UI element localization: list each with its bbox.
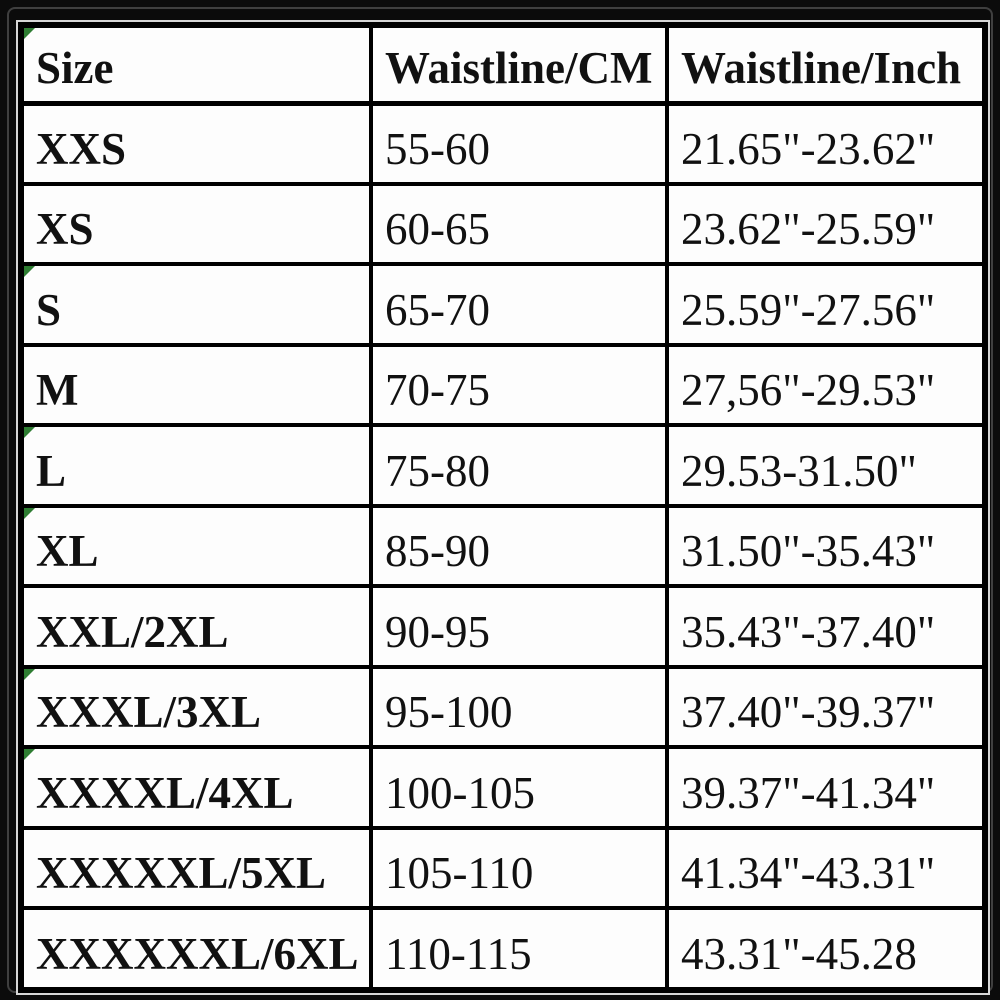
inch-value: 35.43"-37.40" bbox=[681, 606, 936, 657]
size-value: XL bbox=[36, 526, 99, 577]
cm-value: 65-70 bbox=[385, 284, 490, 335]
size-value: XXXXXL/5XL bbox=[36, 848, 327, 899]
size-cell: XS bbox=[20, 181, 373, 267]
cm-cell: 70-75 bbox=[369, 342, 669, 428]
inch-cell: 23.62"-25.59" bbox=[665, 181, 986, 267]
size-value: XXXXL/4XL bbox=[36, 767, 294, 818]
size-cell: XXL/2XL bbox=[20, 584, 373, 669]
table-row: S 65-70 25.59"-27.56" bbox=[20, 262, 986, 347]
error-flag-icon bbox=[26, 268, 35, 278]
size-value: XXXXXXL/6XL bbox=[36, 929, 359, 979]
cm-value: 60-65 bbox=[385, 204, 490, 255]
inch-value: 37.40"-39.37" bbox=[681, 687, 936, 738]
inch-cell: 37.40"-39.37" bbox=[665, 664, 986, 750]
inch-cell: 27,56"-29.53" bbox=[665, 342, 986, 428]
size-value: L bbox=[36, 445, 67, 496]
error-flag-icon bbox=[26, 509, 35, 519]
cm-value: 55-60 bbox=[385, 123, 490, 174]
size-chart-table: Size Waistline/CM Waistline/Inch XXS 55-… bbox=[20, 24, 986, 991]
error-flag-icon bbox=[26, 429, 35, 439]
cm-value: 85-90 bbox=[385, 526, 490, 577]
cm-value: 105-110 bbox=[385, 848, 534, 899]
size-value: XXXL/3XL bbox=[36, 687, 262, 738]
table-row: XXXXXXL/6XL 110-115 43.31"-45.28 bbox=[20, 906, 986, 991]
size-value: S bbox=[36, 284, 62, 335]
cm-value: 110-115 bbox=[385, 929, 532, 979]
table-row: XXL/2XL 90-95 35.43"-37.40" bbox=[20, 584, 986, 669]
size-cell: XXS bbox=[20, 101, 373, 186]
inch-value: 25.59"-27.56" bbox=[681, 284, 936, 335]
table-row: XXXXL/4XL 100-105 39.37"-41.34" bbox=[20, 745, 986, 830]
error-flag-icon bbox=[26, 751, 35, 761]
inch-value: 31.50"-35.43" bbox=[681, 526, 936, 577]
header-cm-label: Waistline/CM bbox=[385, 42, 653, 93]
cm-cell: 100-105 bbox=[369, 745, 669, 830]
size-value: XXS bbox=[36, 123, 127, 174]
table-row: L 75-80 29.53-31.50" bbox=[20, 423, 986, 508]
inch-value: 41.34"-43.31" bbox=[681, 848, 936, 899]
inch-value: 39.37"-41.34" bbox=[681, 767, 936, 818]
inch-cell: 31.50"-35.43" bbox=[665, 503, 986, 589]
size-table-body: XXS 55-60 21.65"-23.62" XS 60-65 23.62"-… bbox=[20, 101, 986, 991]
inch-value: 21.65"-23.62" bbox=[681, 123, 936, 174]
table-header: Size Waistline/CM Waistline/Inch bbox=[20, 24, 986, 106]
inch-cell: 21.65"-23.62" bbox=[665, 101, 986, 186]
size-cell: S bbox=[20, 262, 373, 347]
table-row: XS 60-65 23.62"-25.59" bbox=[20, 181, 986, 267]
inch-value: 43.31"-45.28 bbox=[681, 929, 917, 979]
cm-cell: 55-60 bbox=[369, 101, 669, 186]
cm-value: 95-100 bbox=[385, 687, 513, 738]
inch-value: 23.62"-25.59" bbox=[681, 204, 936, 255]
header-size-label: Size bbox=[36, 42, 114, 93]
error-flag-icon bbox=[26, 30, 35, 39]
inch-cell: 29.53-31.50" bbox=[665, 423, 986, 508]
table-row: M 70-75 27,56"-29.53" bbox=[20, 342, 986, 428]
size-cell: M bbox=[20, 342, 373, 428]
inch-cell: 25.59"-27.56" bbox=[665, 262, 986, 347]
cm-cell: 95-100 bbox=[369, 664, 669, 750]
cm-cell: 75-80 bbox=[369, 423, 669, 508]
size-value: XXL/2XL bbox=[36, 606, 229, 657]
inch-value: 27,56"-29.53" bbox=[681, 365, 936, 416]
header-waistline-cm: Waistline/CM bbox=[369, 24, 669, 106]
cm-value: 100-105 bbox=[385, 767, 535, 818]
table-row: XL 85-90 31.50"-35.43" bbox=[20, 503, 986, 589]
cm-value: 90-95 bbox=[385, 606, 490, 657]
size-cell: L bbox=[20, 423, 373, 508]
cm-cell: 85-90 bbox=[369, 503, 669, 589]
size-value: M bbox=[36, 365, 79, 416]
header-inch-label: Waistline/Inch bbox=[681, 42, 962, 93]
size-cell: XXXXXL/5XL bbox=[20, 825, 373, 911]
size-value: XS bbox=[36, 204, 94, 255]
header-row: Size Waistline/CM Waistline/Inch bbox=[20, 24, 986, 106]
cm-cell: 90-95 bbox=[369, 584, 669, 669]
header-size: Size bbox=[20, 24, 373, 106]
table-row: XXS 55-60 21.65"-23.62" bbox=[20, 101, 986, 186]
inch-cell: 43.31"-45.28 bbox=[665, 906, 986, 991]
table-row: XXXXXL/5XL 105-110 41.34"-43.31" bbox=[20, 825, 986, 911]
error-flag-icon bbox=[26, 670, 35, 680]
header-waistline-inch: Waistline/Inch bbox=[665, 24, 986, 106]
cm-cell: 110-115 bbox=[369, 906, 669, 991]
cm-cell: 65-70 bbox=[369, 262, 669, 347]
size-chart-table-frame: Size Waistline/CM Waistline/Inch XXS 55-… bbox=[18, 22, 988, 993]
size-cell: XXXXL/4XL bbox=[20, 745, 373, 830]
size-cell: XXXXXXL/6XL bbox=[20, 906, 373, 991]
cm-cell: 105-110 bbox=[369, 825, 669, 911]
inch-value: 29.53-31.50" bbox=[681, 445, 917, 496]
size-cell: XL bbox=[20, 503, 373, 589]
inch-cell: 35.43"-37.40" bbox=[665, 584, 986, 669]
inch-cell: 39.37"-41.34" bbox=[665, 745, 986, 830]
cm-value: 70-75 bbox=[385, 365, 490, 416]
table-row: XXXL/3XL 95-100 37.40"-39.37" bbox=[20, 664, 986, 750]
size-cell: XXXL/3XL bbox=[20, 664, 373, 750]
cm-cell: 60-65 bbox=[369, 181, 669, 267]
cm-value: 75-80 bbox=[385, 445, 490, 496]
inch-cell: 41.34"-43.31" bbox=[665, 825, 986, 911]
